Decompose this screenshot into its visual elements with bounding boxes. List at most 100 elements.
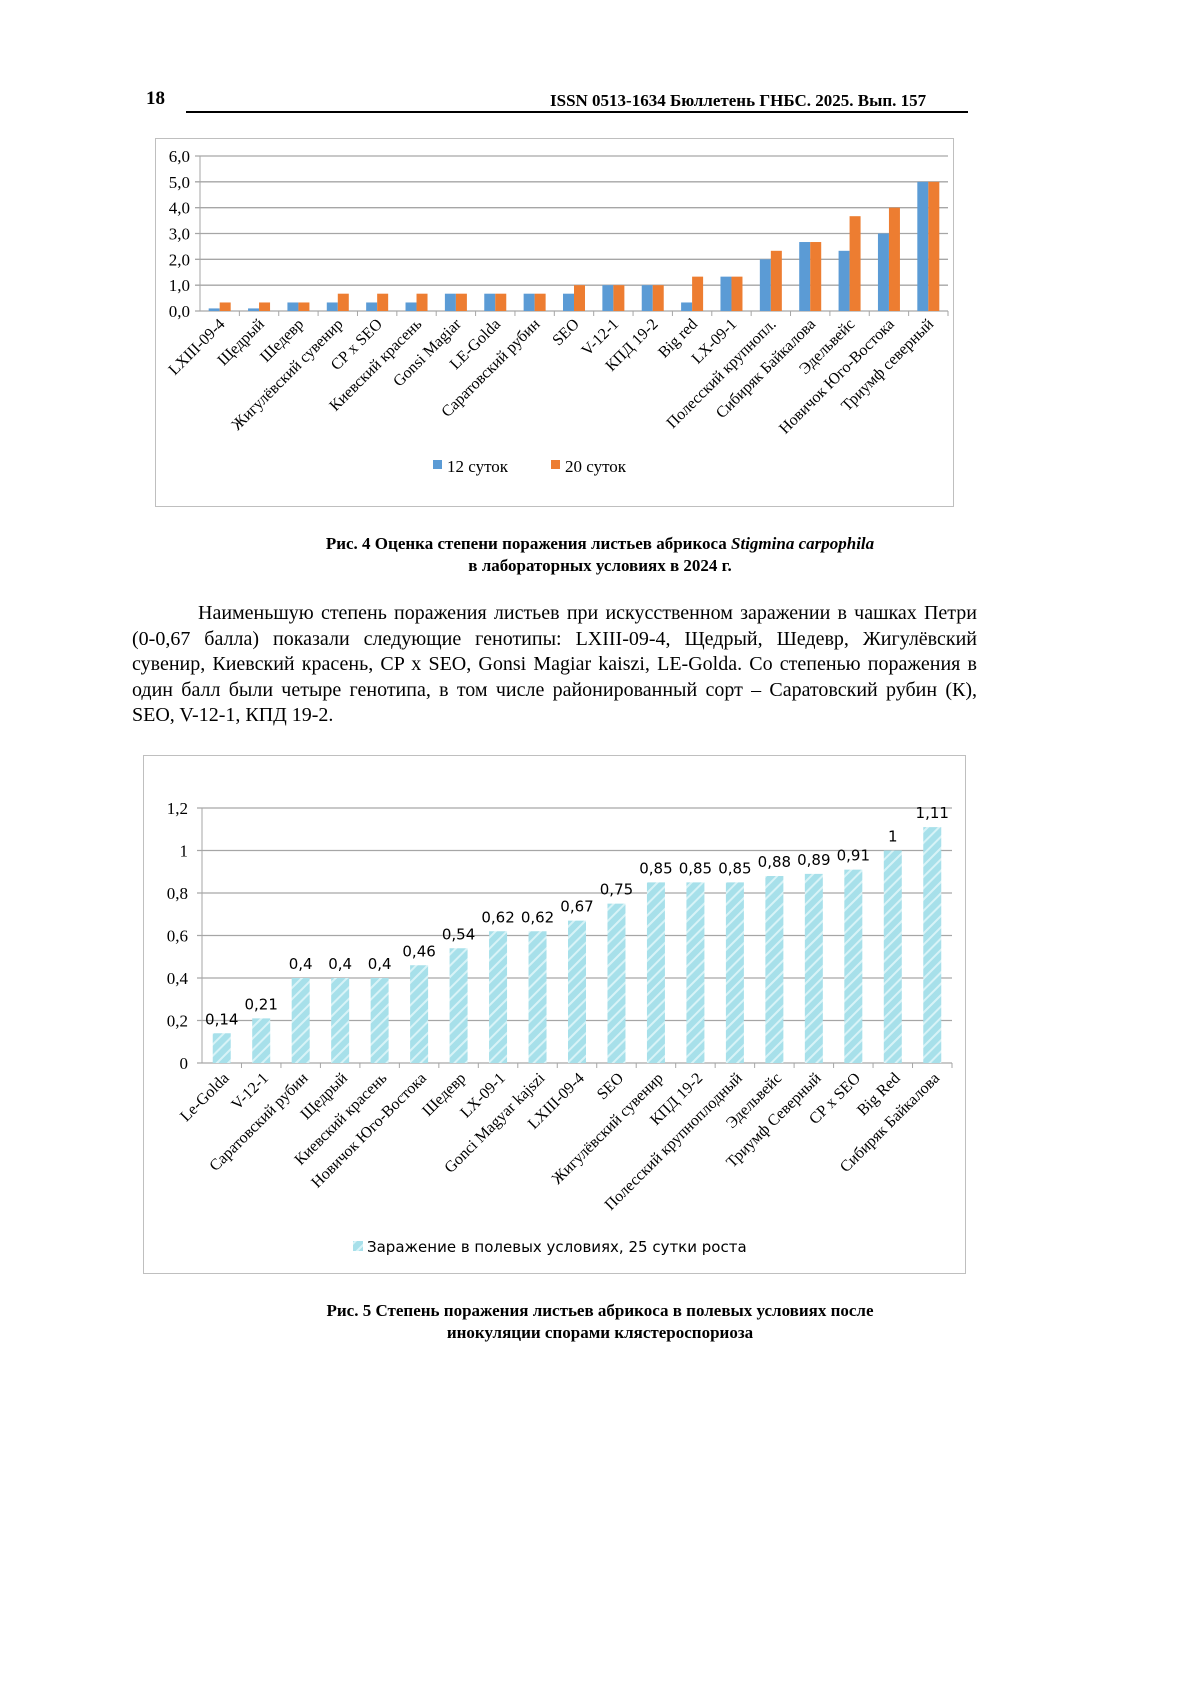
bar-20d bbox=[495, 293, 507, 311]
caption-text: Рис. 4 Оценка степени поражения листьев … bbox=[325, 534, 732, 553]
bar-12d bbox=[681, 302, 693, 311]
legend-swatch bbox=[551, 460, 560, 469]
figure-4-chart: 0,01,02,03,04,05,06,0LXIII-09-4ЩедрыйШед… bbox=[166, 147, 949, 476]
bar-12d bbox=[326, 302, 338, 311]
bar-12d bbox=[602, 285, 614, 311]
data-label: 0,21 bbox=[245, 995, 278, 1013]
bar-20d bbox=[731, 276, 743, 311]
bar-12d bbox=[248, 308, 260, 311]
figure-5-chart: 00,20,40,60,811,20,14Le-Golda0,21V-12-10… bbox=[167, 799, 953, 1256]
bar bbox=[489, 931, 508, 1063]
y-tick-label: 1 bbox=[180, 842, 189, 861]
data-label: 0,75 bbox=[600, 881, 633, 899]
legend-label: 20 суток bbox=[565, 457, 627, 476]
legend-swatch bbox=[353, 1241, 363, 1251]
bar-12d bbox=[208, 308, 220, 311]
bar-12d bbox=[444, 293, 456, 311]
bar-20d bbox=[298, 302, 310, 311]
bar-12d bbox=[759, 259, 771, 311]
figure-5-chart-frame bbox=[143, 755, 966, 1274]
bar bbox=[568, 920, 586, 1063]
caption-text: Рис. 5 Степень поражения листьев абрикос… bbox=[326, 1301, 874, 1320]
bar-20d bbox=[574, 285, 585, 311]
bar-20d bbox=[770, 250, 782, 311]
caption-text-line2: инокуляции спорами клястероспориоза bbox=[446, 1323, 754, 1342]
y-tick-label: 5,0 bbox=[169, 173, 190, 192]
bar bbox=[252, 1018, 271, 1063]
data-label: 0,46 bbox=[402, 942, 435, 960]
bar-20d bbox=[692, 276, 704, 311]
bar-20d bbox=[652, 285, 664, 311]
bar bbox=[212, 1033, 231, 1063]
bar-12d bbox=[523, 293, 535, 311]
bar bbox=[923, 827, 942, 1063]
y-tick-label: 6,0 bbox=[169, 147, 190, 166]
bar-20d bbox=[259, 302, 271, 311]
bar bbox=[331, 978, 350, 1063]
running-header: ISSN 0513-1634 Бюллетень ГНБС. 2025. Вып… bbox=[550, 91, 927, 110]
bar-12d bbox=[720, 276, 732, 311]
body-paragraph: Наименьшую степень поражения листьев при… bbox=[132, 602, 977, 726]
data-label: 0,67 bbox=[560, 898, 593, 916]
page-number: 18 bbox=[146, 88, 165, 109]
bar bbox=[765, 876, 784, 1063]
y-tick-label: 2,0 bbox=[169, 250, 190, 269]
bar-20d bbox=[928, 181, 940, 311]
data-label: 0,62 bbox=[521, 908, 554, 926]
bar bbox=[370, 978, 389, 1063]
bar-20d bbox=[219, 302, 231, 311]
figure-4-chart-frame bbox=[155, 138, 954, 507]
bar bbox=[607, 903, 626, 1063]
bar-12d bbox=[799, 242, 811, 311]
bar-20d bbox=[534, 293, 546, 311]
bar-20d bbox=[613, 285, 625, 311]
bar bbox=[291, 978, 310, 1063]
bar-12d bbox=[641, 285, 653, 311]
bar-20d bbox=[888, 207, 900, 311]
y-tick-label: 4,0 bbox=[169, 199, 190, 218]
bar-12d bbox=[877, 233, 889, 311]
bar-12d bbox=[366, 302, 378, 311]
bar-12d bbox=[917, 181, 929, 311]
data-label: 0,14 bbox=[205, 1010, 238, 1028]
bar bbox=[528, 931, 547, 1063]
y-tick-label: 0,8 bbox=[167, 884, 188, 903]
y-tick-label: 0,6 bbox=[167, 927, 188, 946]
bar-20d bbox=[455, 293, 467, 311]
bar bbox=[844, 869, 863, 1063]
x-tick-label: Le-Golda bbox=[177, 1070, 232, 1125]
data-label: 0,54 bbox=[442, 925, 475, 943]
y-tick-label: 0,0 bbox=[169, 302, 190, 321]
figure-5-caption: Рис. 5 Степень поражения листьев абрикос… bbox=[0, 1300, 1200, 1344]
data-label: 0,89 bbox=[797, 851, 830, 869]
data-label: 1 bbox=[888, 828, 898, 846]
y-tick-label: 1,0 bbox=[169, 276, 190, 295]
data-label: 0,85 bbox=[679, 859, 712, 877]
data-label: 0,85 bbox=[718, 859, 751, 877]
bar bbox=[410, 965, 429, 1063]
data-label: 0,4 bbox=[368, 955, 392, 973]
y-tick-label: 1,2 bbox=[167, 799, 188, 818]
y-tick-label: 3,0 bbox=[169, 225, 190, 244]
data-label: 0,91 bbox=[837, 847, 870, 865]
bar-20d bbox=[416, 293, 428, 311]
data-label: 0,4 bbox=[289, 955, 313, 973]
bar-12d bbox=[484, 293, 496, 311]
bar bbox=[883, 850, 902, 1063]
figure-4-caption: Рис. 4 Оценка степени поражения листьев … bbox=[0, 533, 1200, 577]
bar-20d bbox=[377, 293, 389, 311]
legend-swatch bbox=[433, 460, 442, 469]
data-label: 0,85 bbox=[639, 859, 672, 877]
caption-text-line2: в лабораторных условиях в 2024 г. bbox=[468, 556, 732, 575]
legend-label: 12 суток bbox=[447, 457, 509, 476]
bar-12d bbox=[287, 302, 299, 311]
header-rule bbox=[186, 111, 968, 113]
bar bbox=[646, 882, 665, 1063]
x-tick-label: SEO bbox=[594, 1070, 627, 1103]
data-label: 1,11 bbox=[916, 804, 949, 822]
data-label: 0,4 bbox=[328, 955, 352, 973]
legend-label: Заражение в полевых условиях, 25 сутки р… bbox=[367, 1238, 747, 1256]
bar-12d bbox=[838, 250, 850, 311]
bar-12d bbox=[405, 302, 417, 311]
y-tick-label: 0 bbox=[180, 1054, 189, 1073]
